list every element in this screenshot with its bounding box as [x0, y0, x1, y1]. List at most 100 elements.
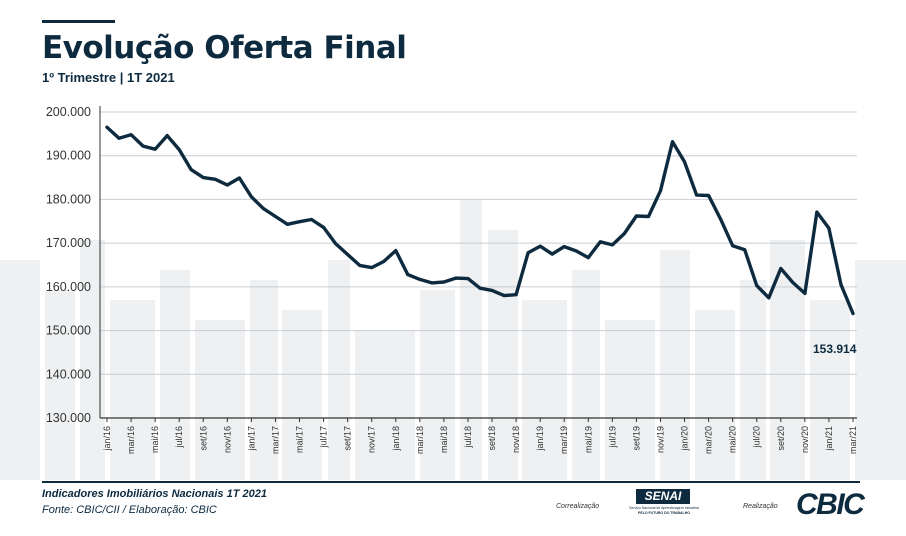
- data-point: [586, 256, 590, 260]
- data-point: [779, 266, 783, 270]
- data-point: [322, 225, 326, 229]
- data-point: [141, 144, 145, 148]
- x-tick-label: jul/16: [174, 426, 184, 449]
- city-skyline-background: [0, 200, 906, 480]
- correalizacao-label: Correalização: [556, 503, 600, 510]
- data-point: [117, 136, 121, 140]
- data-point: [767, 296, 771, 300]
- data-point: [851, 311, 855, 315]
- data-point: [839, 283, 843, 287]
- data-point: [695, 193, 699, 197]
- data-point: [683, 160, 687, 164]
- x-tick-label: mar/18: [415, 426, 425, 454]
- data-point: [502, 294, 506, 298]
- label-layer: 153.914: [813, 342, 857, 356]
- data-point: [177, 148, 181, 152]
- data-point: [165, 134, 169, 138]
- y-tick-label: 160.000: [46, 280, 91, 294]
- grid-layer: [100, 111, 857, 375]
- x-tick-label: jan/20: [680, 426, 690, 452]
- data-point: [310, 218, 314, 222]
- x-tick-label: jul/19: [607, 426, 617, 449]
- y-tick-label: 140.000: [46, 367, 91, 381]
- data-point: [105, 125, 109, 129]
- data-point: [261, 207, 265, 211]
- data-point: [213, 177, 217, 181]
- x-tick-label: jul/20: [752, 426, 762, 449]
- senai-logo-tagline: PELO FUTURO DO TRABALHO: [638, 511, 690, 515]
- data-point: [285, 222, 289, 226]
- data-point: [634, 214, 638, 218]
- x-tick-label: jan/16: [102, 426, 112, 452]
- data-point: [442, 280, 446, 284]
- data-point: [731, 244, 735, 248]
- x-tick-label: jan/19: [535, 426, 545, 452]
- x-tick-label: nov/16: [222, 426, 232, 453]
- data-point: [225, 183, 229, 187]
- chart-subtitle: 1º Trimestre | 1T 2021: [42, 70, 175, 85]
- data-point: [755, 284, 759, 288]
- data-point: [646, 214, 650, 218]
- data-point: [358, 263, 362, 267]
- data-point: [249, 195, 253, 199]
- senai-logo-mark: SENAI: [636, 489, 690, 504]
- data-point: [334, 242, 338, 246]
- x-tick-label: set/16: [198, 426, 208, 451]
- data-point: [598, 240, 602, 244]
- x-tick-label: mar/19: [559, 426, 569, 454]
- data-point: [562, 245, 566, 249]
- data-point: [382, 260, 386, 264]
- data-point: [791, 280, 795, 284]
- x-tick-label: set/18: [487, 426, 497, 451]
- data-point: [610, 243, 614, 247]
- data-point: [273, 214, 277, 218]
- y-tick-label: 130.000: [46, 411, 91, 425]
- senai-logo-subtitle: Serviço Nacional de Aprendizagem Industr…: [629, 506, 699, 510]
- x-tick-label: mar/21: [848, 426, 858, 454]
- y-tick-label: 170.000: [46, 236, 91, 250]
- x-tick-label: set/17: [343, 426, 353, 451]
- data-point: [430, 281, 434, 285]
- data-point: [153, 147, 157, 151]
- chart-title: Evolução Oferta Final: [42, 30, 407, 66]
- data-point: [671, 140, 675, 144]
- x-tick-label: nov/17: [367, 426, 377, 453]
- data-point: [526, 251, 530, 255]
- x-tick-label: nov/18: [511, 426, 521, 453]
- x-tick-label: mar/16: [126, 426, 136, 454]
- data-point: [418, 277, 422, 281]
- x-tick-label: mai/19: [583, 426, 593, 453]
- senai-logo: SENAI Serviço Nacional de Aprendizagem I…: [620, 489, 708, 517]
- y-tick-label: 190.000: [46, 149, 91, 163]
- data-point: [394, 249, 398, 253]
- x-tick-label: set/20: [776, 426, 786, 451]
- axis-layer: 130.000 140.000 150.000 160.000 170.000 180.0…: [46, 105, 858, 454]
- data-point: [574, 249, 578, 253]
- series-layer: [105, 125, 855, 316]
- cbic-logo: CBIC: [796, 488, 865, 521]
- x-tick-label: jan/18: [391, 426, 401, 452]
- data-point: [815, 210, 819, 214]
- last-value-label: 153.914: [813, 342, 857, 356]
- x-tick-label: mai/18: [439, 426, 449, 453]
- data-point: [719, 217, 723, 221]
- y-tick-label: 180.000: [46, 192, 91, 206]
- line-chart: 130.000 140.000 150.000 160.000 170.000 180.0…: [46, 105, 858, 454]
- data-point: [129, 133, 133, 137]
- data-point: [538, 244, 542, 248]
- x-tick-label: mar/20: [704, 426, 714, 454]
- footer-rule: [42, 481, 860, 483]
- data-point: [454, 276, 458, 280]
- x-tick-label: jan/21: [824, 426, 834, 452]
- data-point: [743, 248, 747, 252]
- data-point: [189, 168, 193, 172]
- data-point: [827, 226, 831, 230]
- x-tick-label: nov/20: [800, 426, 810, 453]
- data-point: [237, 176, 241, 180]
- x-tick-label: jul/17: [319, 426, 329, 449]
- x-tick-label: set/19: [631, 426, 641, 451]
- data-point: [514, 293, 518, 297]
- footer-report-title: Indicadores Imobiliários Nacionais 1T 20…: [42, 488, 267, 500]
- x-tick-label: jul/18: [463, 426, 473, 449]
- data-point: [298, 220, 302, 224]
